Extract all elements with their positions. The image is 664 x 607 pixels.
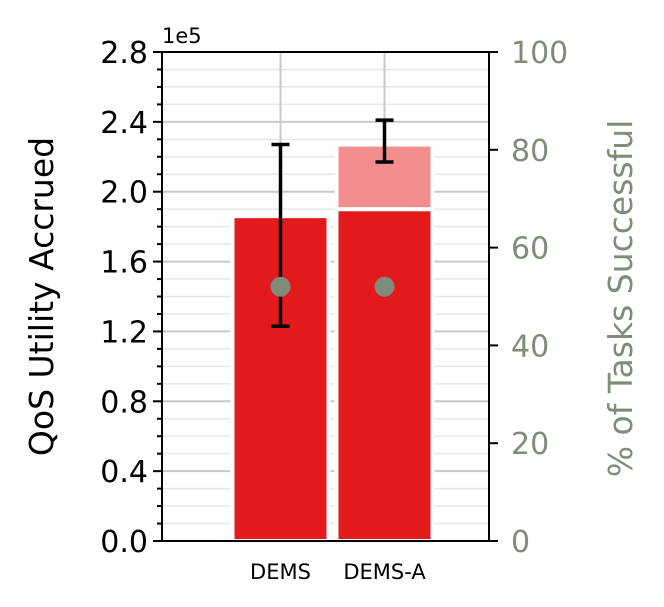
bars [230,142,435,544]
success-points [270,276,395,297]
y-tick-label: 0.0 [100,525,148,560]
x-axis-labels: DEMS DEMS-A [250,560,426,584]
y-tick-label: 0.4 [100,455,148,490]
y-tick-label: 2.4 [100,106,148,141]
y-tick-label: 2.8 [100,36,148,71]
y2-tick-label: 20 [511,427,549,462]
y2-tick-label: 0 [511,525,530,560]
y-axis-ticks: 0.0 0.4 0.8 1.2 1.6 2.0 2.4 2.8 [100,36,162,560]
y-tick-label: 1.6 [100,246,148,281]
x-category-label: DEMS [250,560,311,584]
success-point [374,276,395,297]
y-axis-title: QoS Utility Accrued [22,137,61,456]
y2-axis-ticks: 0 20 40 60 80 100 [489,36,568,560]
y-tick-label: 2.0 [100,176,148,211]
y2-tick-label: 40 [511,329,549,364]
y2-tick-label: 80 [511,134,549,169]
bar-dems-a-segment-1 [334,207,435,544]
success-point [270,276,291,297]
x-category-label: DEMS-A [343,560,426,584]
y-tick-label: 0.8 [100,385,148,420]
y2-tick-label: 60 [511,232,549,267]
y-offset-label: 1e5 [162,24,202,48]
y2-axis-title: % of Tasks Successful [601,120,640,478]
y-tick-label: 1.2 [100,315,148,350]
y2-tick-label: 100 [511,36,568,71]
